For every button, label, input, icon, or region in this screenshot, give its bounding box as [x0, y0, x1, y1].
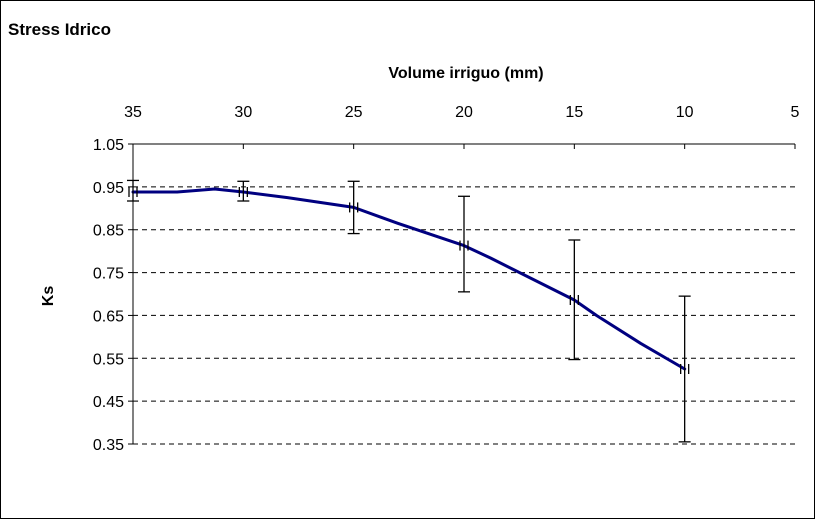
- error-bar: [458, 195, 470, 293]
- error-bar: [678, 295, 691, 443]
- axis-layer: [128, 143, 796, 445]
- y-axis-title: Ks: [40, 286, 57, 307]
- y-tick-label: 0.55: [93, 351, 124, 368]
- x-tick-label: 10: [676, 104, 694, 121]
- x-axis-title: Volume irriguo (mm): [388, 65, 543, 82]
- x-tick-label: 25: [345, 104, 363, 121]
- chart-title: Stress Idrico: [8, 20, 111, 39]
- error-bar: [568, 239, 581, 361]
- y-tick-label: 0.35: [93, 437, 124, 454]
- x-tick-label: 5: [791, 104, 800, 121]
- series-layer: [131, 187, 687, 371]
- x-tick-label: 20: [455, 104, 473, 121]
- tick-label-layer: 1.05 0.95 0.85 0.75 0.65 0.55 0.45 0.35 35 30 25 20…: [93, 104, 800, 454]
- error-bar: [127, 179, 139, 202]
- y-tick-label: 0.95: [93, 180, 124, 197]
- y-tick-label: 0.75: [93, 266, 124, 283]
- y-tick-label: 0.65: [93, 308, 124, 325]
- y-tick-label: 0.85: [93, 223, 124, 240]
- errorbar-layer: [127, 179, 691, 443]
- x-tick-label: 35: [124, 104, 142, 121]
- y-tick-label: 1.05: [93, 137, 124, 154]
- series-line: [131, 187, 687, 371]
- y-tick-label: 0.45: [93, 394, 124, 411]
- x-tick-label: 30: [234, 104, 252, 121]
- x-tick-label: 15: [565, 104, 583, 121]
- error-bar: [237, 180, 250, 202]
- error-bar: [347, 180, 360, 235]
